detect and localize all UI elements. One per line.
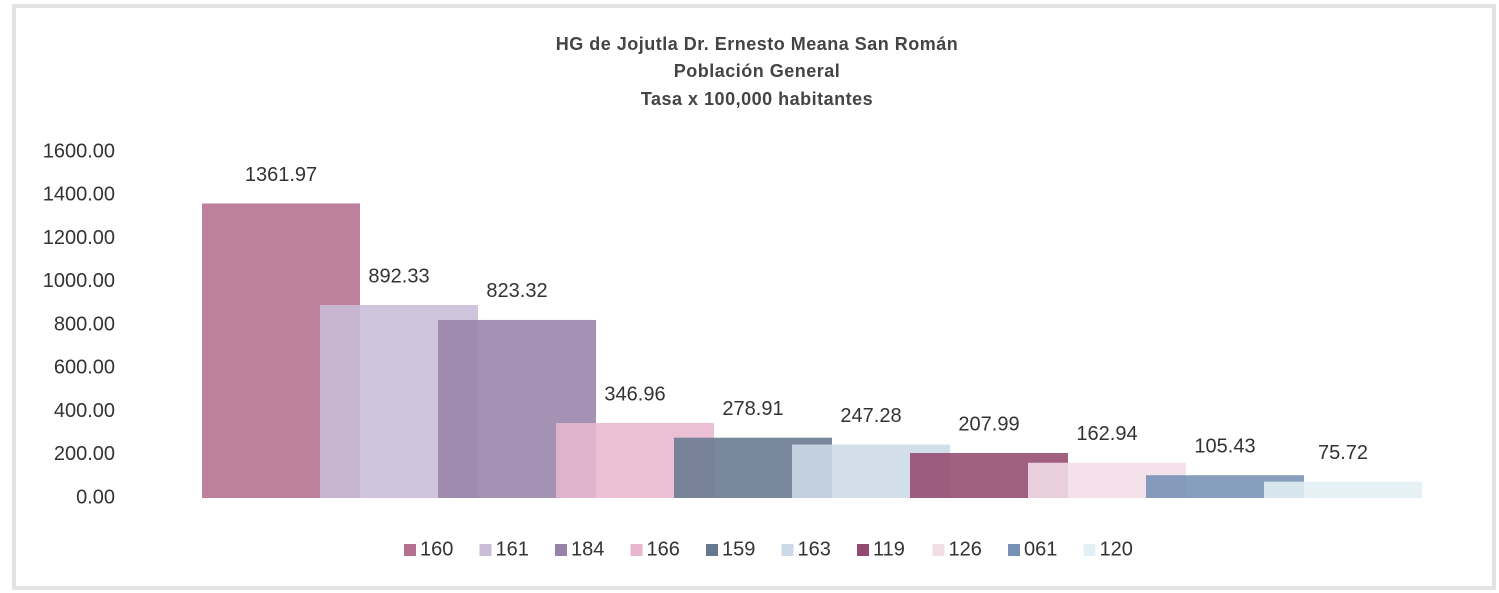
legend-swatch: [479, 544, 492, 556]
chart-title: HG de Jojutla Dr. Ernesto Meana San Romá…: [556, 34, 959, 54]
legend-label: 160: [420, 538, 453, 560]
data-label: 823.32: [486, 280, 547, 302]
legend-label: 159: [722, 538, 755, 560]
chart-title: Población General: [674, 61, 841, 81]
y-tick-label: 400.00: [54, 400, 115, 422]
legend-label: 184: [571, 538, 604, 560]
y-tick-label: 200.00: [54, 443, 115, 465]
y-tick-label: 1400.00: [43, 184, 115, 206]
y-tick-label: 600.00: [54, 357, 115, 379]
legend-label: 120: [1100, 538, 1133, 560]
legend-swatch: [706, 544, 718, 556]
data-label: 105.43: [1194, 435, 1255, 457]
legend-swatch: [857, 544, 869, 556]
data-label: 1361.97: [245, 164, 317, 186]
legend-label: 161: [496, 538, 529, 560]
legend-swatch: [1008, 544, 1020, 556]
legend-swatch: [932, 544, 945, 556]
chart-title: Tasa x 100,000 habitantes: [641, 89, 873, 109]
data-label: 278.91: [722, 398, 783, 420]
legend-swatch: [404, 544, 416, 556]
legend-label: 119: [873, 538, 905, 560]
legend-swatch: [1083, 544, 1096, 556]
legend-label: 061: [1024, 538, 1057, 560]
legend-swatch: [630, 544, 643, 556]
y-tick-label: 800.00: [54, 313, 115, 335]
y-tick-label: 1600.00: [43, 140, 115, 162]
y-tick-label: 0.00: [76, 486, 115, 508]
y-tick-label: 1200.00: [43, 227, 115, 249]
legend-swatch: [781, 544, 794, 556]
data-label: 346.96: [604, 383, 665, 405]
legend-label: 126: [949, 538, 982, 560]
y-tick-label: 1000.00: [43, 270, 115, 292]
data-label: 75.72: [1318, 442, 1368, 464]
legend-label: 163: [798, 538, 831, 560]
legend-swatch: [555, 544, 567, 556]
data-label: 162.94: [1076, 423, 1137, 445]
data-label: 207.99: [958, 413, 1019, 435]
bar: [1264, 481, 1422, 498]
data-label: 247.28: [840, 405, 901, 427]
legend-label: 166: [647, 538, 680, 560]
data-label: 892.33: [368, 265, 429, 287]
